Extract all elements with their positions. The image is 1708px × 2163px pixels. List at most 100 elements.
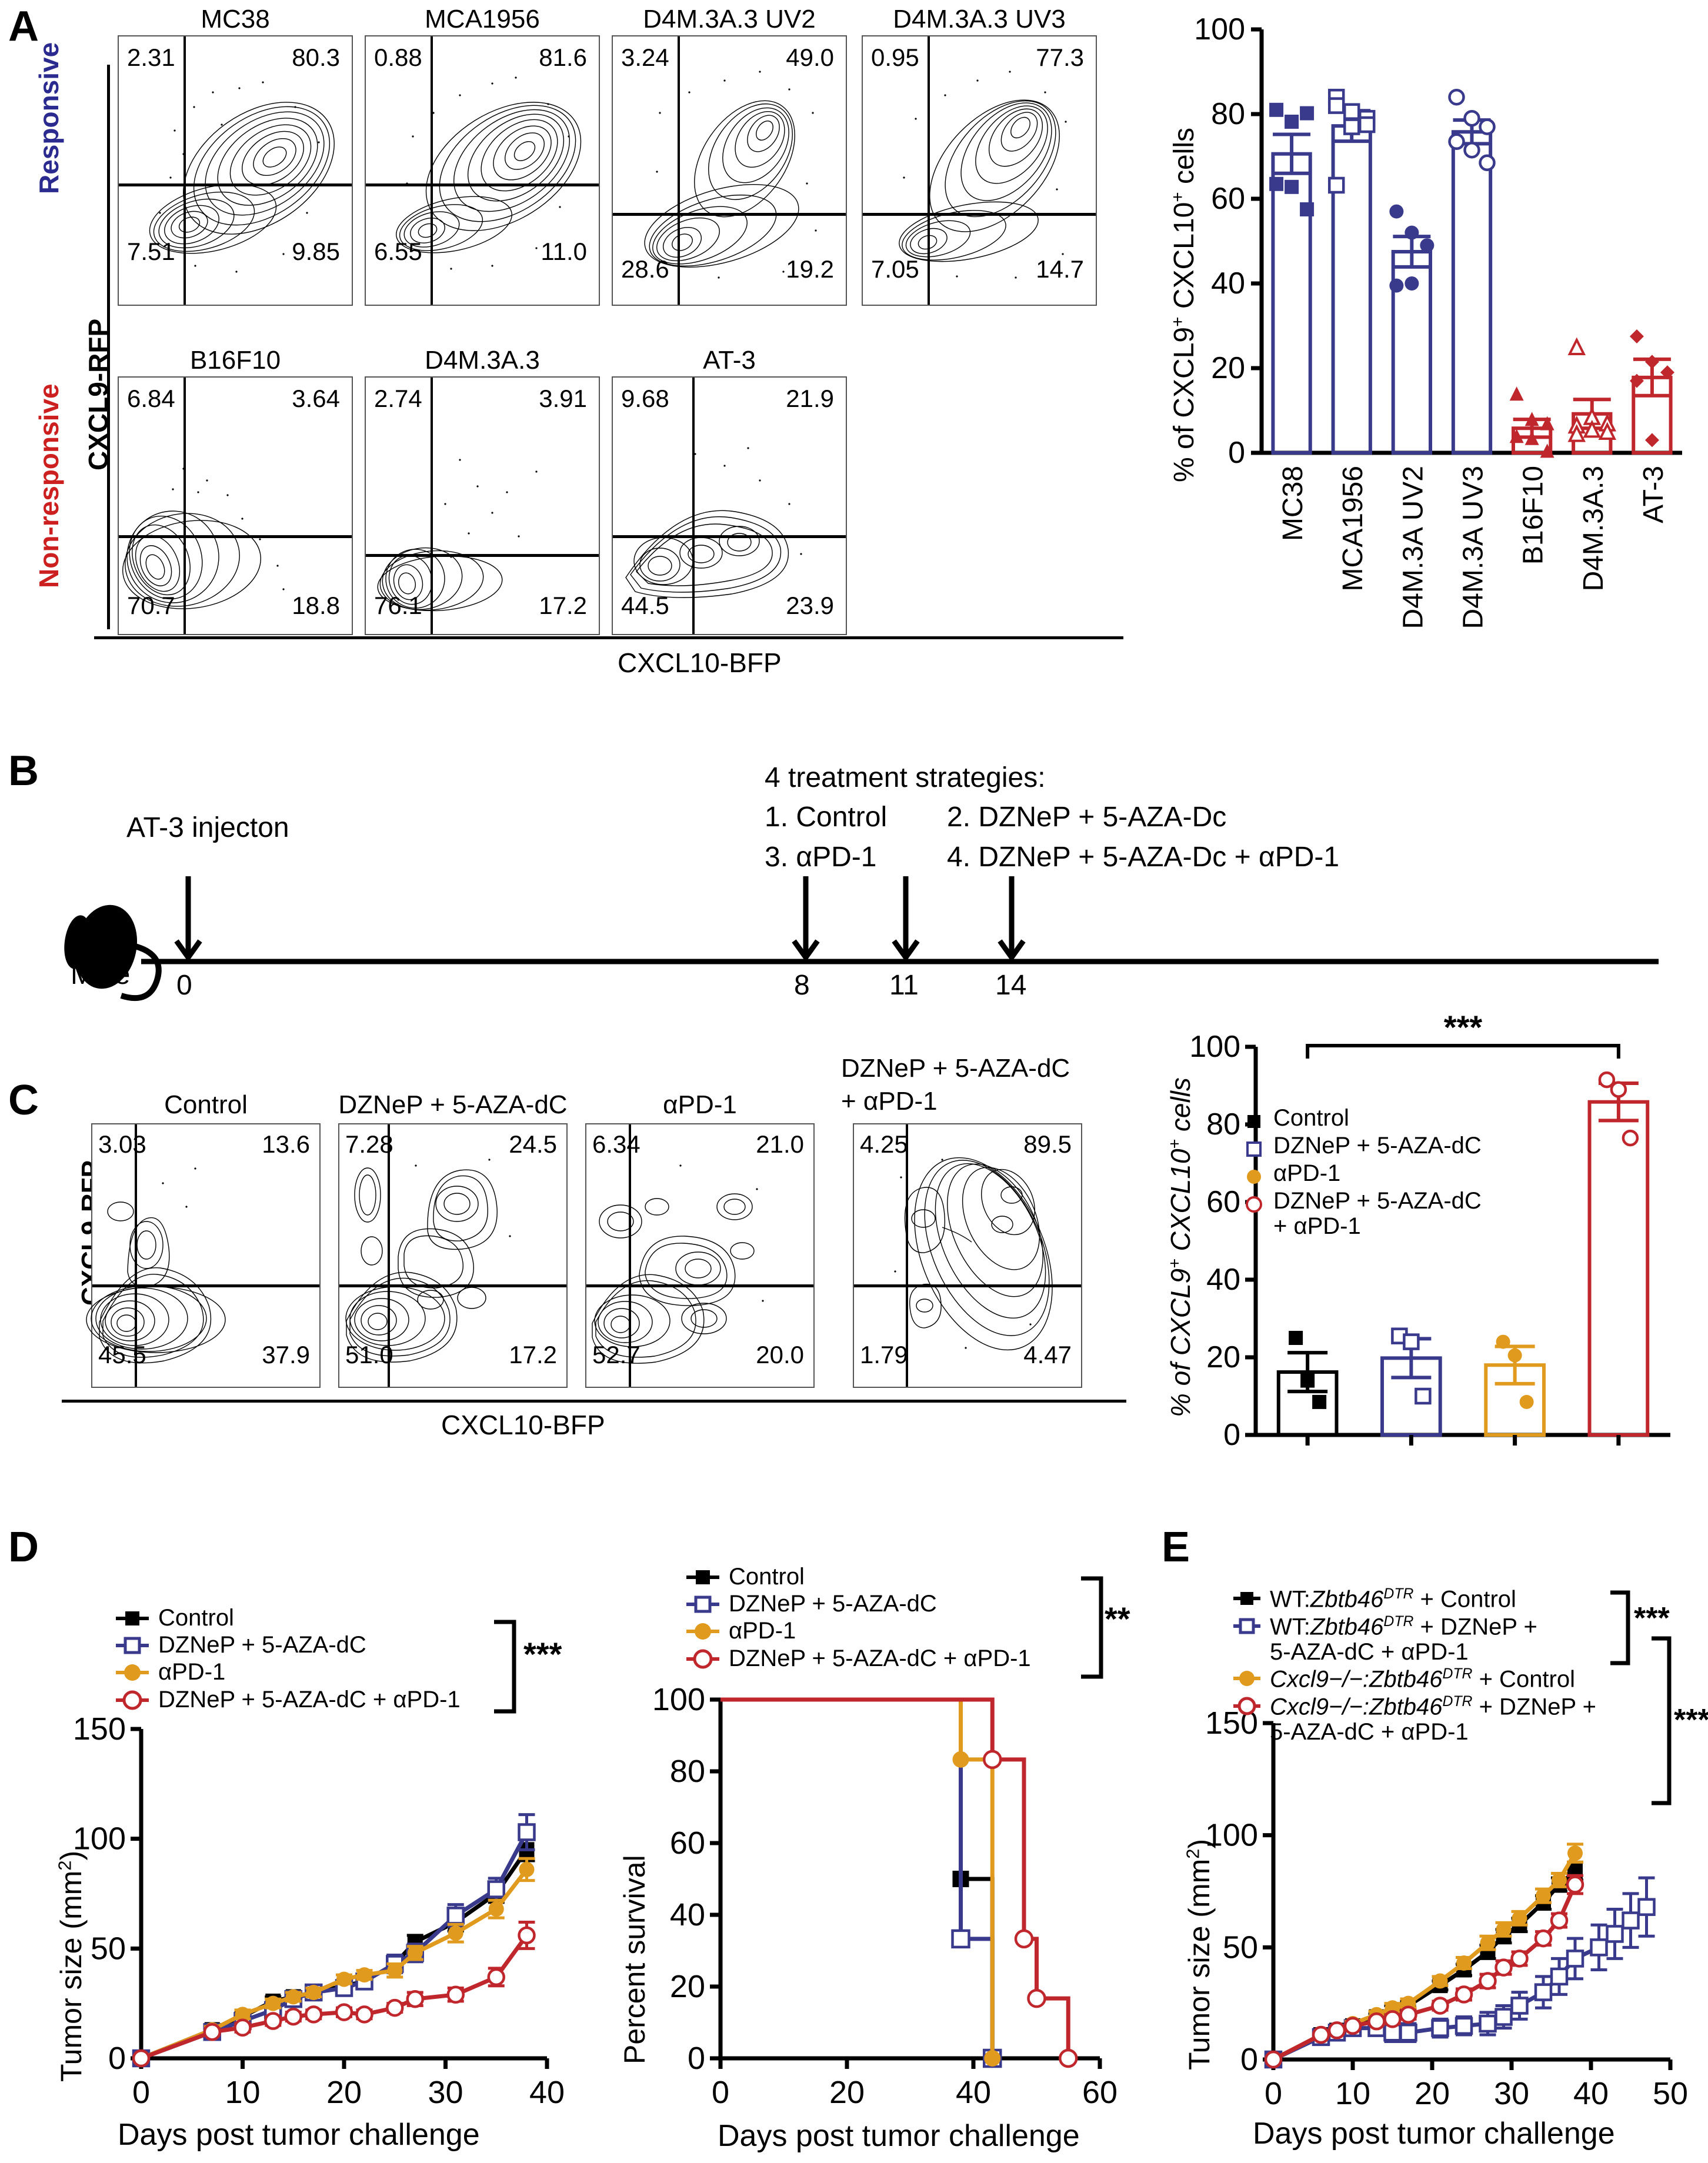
svg-text:20: 20 <box>1206 1340 1240 1374</box>
svg-text:D4M.3A.3: D4M.3A.3 <box>1578 466 1609 591</box>
quadrant-value-ur: 3.64 <box>292 385 340 412</box>
quadrant-value-ur: 80.3 <box>292 44 340 71</box>
quadrant-value-ur: 77.3 <box>1036 44 1084 71</box>
svg-text:40: 40 <box>1206 1263 1240 1297</box>
panel-c-x-axis-line <box>62 1400 1126 1403</box>
flow-title: B16F10 <box>189 346 281 375</box>
quadrant-value-lr: 20.0 <box>756 1341 804 1368</box>
flow-plot-at3: AT-3 9.68 21.9 44.5 23.9 <box>612 346 847 635</box>
quadrant-value-ur: 49.0 <box>786 44 834 71</box>
quadrant-divider-vertical <box>431 378 433 634</box>
contour-plot <box>644 71 817 279</box>
flow-plot-mc38: MC38 <box>118 5 353 306</box>
quadrant-value-ll: 7.51 <box>127 238 175 265</box>
survival-xlabel: Days post tumor challenge <box>718 2119 1080 2153</box>
marker-open-square-icon <box>1246 1141 1262 1157</box>
flow-title-line2: + αPD-1 <box>841 1087 938 1116</box>
quadrant-value-ul: 3.03 <box>98 1130 146 1158</box>
quadrant-divider-horizontal <box>366 183 599 186</box>
legend-label: Cxcl9−/−:Zbtb46DTR + DZNeP + <box>1270 1693 1596 1720</box>
quadrant-value-ul: 3.24 <box>621 44 669 71</box>
svg-text:40: 40 <box>670 1897 705 1932</box>
svg-text:0: 0 <box>688 2041 705 2076</box>
quadrant-value-ur: 24.5 <box>509 1130 557 1158</box>
marker-filled-square-icon <box>686 1570 719 1584</box>
legend-item: WT:Zbtb46DTR + DZNeP + 5-AZA-dC + αPD-1 <box>1232 1614 1596 1665</box>
legend-item: Control <box>115 1605 461 1631</box>
svg-text:60: 60 <box>1206 1185 1240 1219</box>
quadrant-value-ll: 1.79 <box>860 1341 908 1368</box>
flow-box: 3.24 49.0 28.6 19.2 <box>612 35 847 306</box>
svg-text:40: 40 <box>956 2075 991 2110</box>
flow-plot-c-apd1: αPD-1 <box>585 1090 815 1388</box>
flow-box: 3.03 13.6 45.5 37.9 <box>86 1123 321 1388</box>
flow-plot-b16f10: B16F10 6.84 3.64 70.7 18.8 <box>118 346 353 635</box>
marker-filled-square-icon <box>116 1611 149 1625</box>
flow-box: 6.84 3.64 70.7 18.8 <box>118 376 353 635</box>
marker-open-circle-icon <box>1233 1697 1260 1715</box>
legend-item: DZNeP + 5-AZA-dC + αPD-1 <box>1244 1188 1482 1239</box>
svg-text:MCA1956: MCA1956 <box>1337 466 1369 591</box>
flow-title: AT-3 <box>703 346 756 375</box>
survival-significance: ** <box>1105 1600 1130 1637</box>
quadrant-value-ur: 13.6 <box>262 1130 310 1158</box>
svg-text:100: 100 <box>1189 1030 1240 1064</box>
svg-text:100: 100 <box>652 1682 705 1717</box>
legend-item: αPD-1 <box>115 1660 461 1685</box>
contour-plot <box>377 459 538 612</box>
flow-box: 0.95 77.3 7.05 14.7 <box>862 35 1097 306</box>
quadrant-value-lr: 4.47 <box>1023 1341 1072 1368</box>
panel-c-chart-svg: 0 20 40 60 80 100 *** <box>1189 1009 1670 1452</box>
panel-d-significance: *** <box>523 1635 562 1673</box>
quadrant-value-ll: 28.6 <box>621 255 669 283</box>
svg-text:80: 80 <box>670 1754 705 1789</box>
panel-e-significance-bracket-bottom <box>1652 1636 1672 1805</box>
panel-b-strategy-3: 3. αPD-1 <box>765 842 877 873</box>
panel-d-legend: Control DZNeP + 5-AZA-dC αPD-1 DZNeP + 5… <box>115 1605 461 1714</box>
legend-label: Control <box>158 1605 234 1631</box>
survival-legend: Control DZNeP + 5-AZA-dC αPD-1 DZNeP + 5… <box>685 1564 1031 1673</box>
panel-b-strategy-2: 2. DZNeP + 5-AZA-Dc <box>947 802 1227 833</box>
legend-item: Control <box>1244 1105 1482 1131</box>
svg-text:20: 20 <box>829 2075 865 2110</box>
legend-label: WT:Zbtb46DTR + DZNeP + <box>1270 1613 1537 1640</box>
quadrant-value-ll: 44.5 <box>621 592 669 619</box>
flow-title: MC38 <box>201 5 270 34</box>
panel-a-chart-svg: 0 20 40 60 80 100 MC38 MCA1956 D4M.3A UV2 D4M.3A … <box>1194 12 1682 629</box>
panel-e-significance-top: *** <box>1634 1601 1670 1635</box>
legend-label: DZNeP + 5-AZA-dC <box>729 1591 937 1617</box>
panel-b-time-14: 14 <box>995 970 1027 1001</box>
svg-text:30: 30 <box>1494 2076 1529 2111</box>
legend-item: αPD-1 <box>685 1618 1031 1644</box>
svg-text:0: 0 <box>1223 1418 1240 1452</box>
quadrant-divider-horizontal <box>366 554 599 557</box>
flow-box: 9.68 21.9 44.5 23.9 <box>612 376 847 635</box>
legend-item: Control <box>685 1564 1031 1590</box>
panel-c-legend: Control DZNeP + 5-AZA-dC αPD-1 DZNeP + 5… <box>1244 1105 1482 1241</box>
svg-text:0: 0 <box>1265 2076 1282 2111</box>
legend-label: DZNeP + 5-AZA-dC <box>1273 1188 1482 1214</box>
panel-d-significance-bracket <box>494 1620 516 1714</box>
flow-title: αPD-1 <box>663 1090 737 1119</box>
svg-text:20: 20 <box>670 1969 705 2004</box>
panel-a-nonresponsive-label: Non-responsive <box>34 383 64 588</box>
svg-text:40: 40 <box>1573 2076 1609 2111</box>
panel-c-bar-chart: % of CXCL9+ CXCL10+ cells 0 20 40 60 80 100 **… <box>1141 1009 1706 1476</box>
svg-text:60: 60 <box>1211 182 1245 216</box>
panel-c-letter: C <box>8 1077 39 1124</box>
quadrant-divider-horizontal <box>119 535 352 538</box>
flow-title: Control <box>164 1090 248 1119</box>
quadrant-value-ll: 45.5 <box>98 1341 146 1368</box>
quadrant-value-lr: 9.85 <box>292 238 340 265</box>
svg-text:40: 40 <box>529 2075 565 2110</box>
quadrant-value-lr: 17.2 <box>539 592 587 619</box>
quadrant-divider-vertical <box>906 1124 908 1387</box>
panel-e-significance-bracket-top <box>1610 1590 1630 1665</box>
quadrant-divider-horizontal <box>586 1284 813 1287</box>
flow-box: 4.25 89.5 1.79 4.47 <box>853 1123 1082 1388</box>
legend-label: Control <box>1273 1105 1349 1131</box>
svg-text:10: 10 <box>225 2075 260 2110</box>
svg-text:150: 150 <box>73 1711 126 1747</box>
svg-text:20: 20 <box>326 2075 362 2110</box>
